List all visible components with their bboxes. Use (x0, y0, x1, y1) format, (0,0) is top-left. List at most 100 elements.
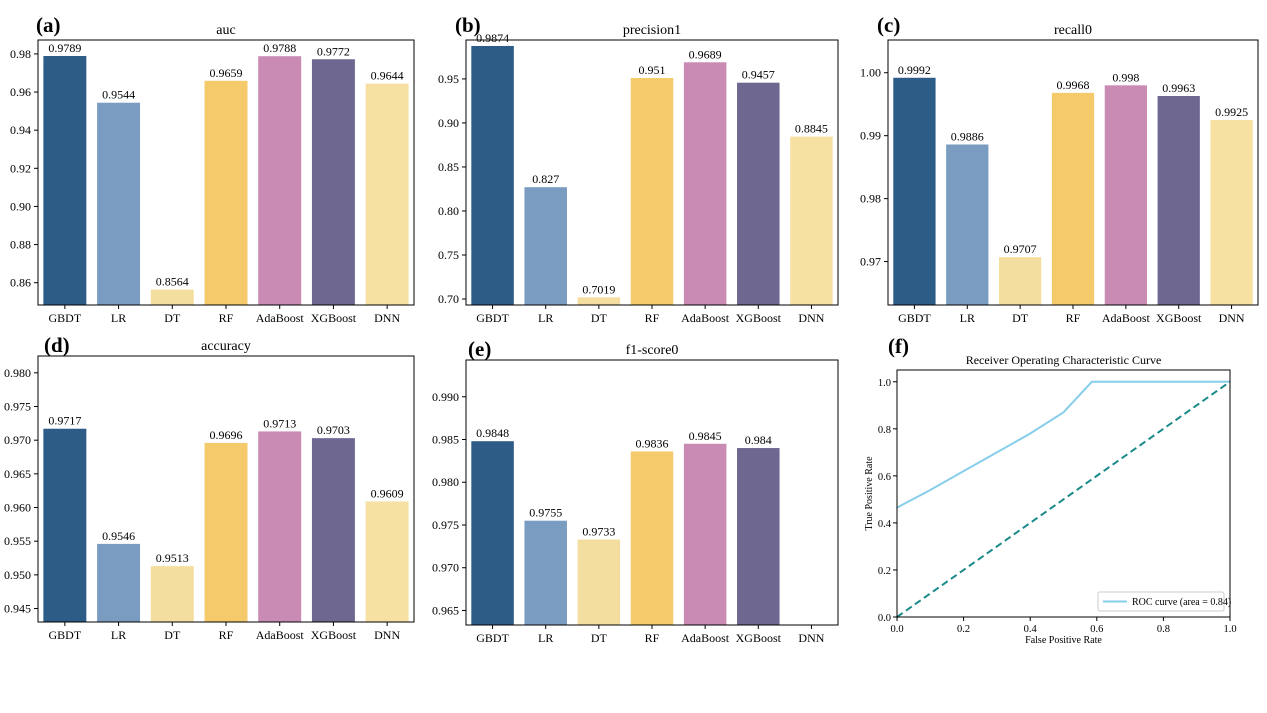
x-tick-label: DNN (374, 311, 400, 325)
data-label: 0.9713 (263, 416, 296, 430)
data-label: 0.9546 (102, 529, 135, 543)
y-axis-label: True Positive Rate (864, 456, 875, 531)
data-label: 0.9963 (1162, 81, 1195, 95)
y-tick-label: 0.985 (432, 433, 459, 447)
y-tick-label: 1.00 (860, 66, 881, 80)
data-label: 0.9755 (529, 506, 562, 520)
x-tick-label: DT (591, 311, 608, 325)
legend-box (1097, 591, 1225, 612)
panel-letter: (f) (888, 334, 909, 358)
x-tick-label: LR (960, 311, 975, 325)
chance-diagonal-line (896, 380, 1231, 618)
y-tick-label: 0.950 (4, 568, 31, 582)
chart-title: recall0 (1054, 23, 1092, 38)
data-label: 0.9789 (48, 41, 81, 55)
x-tick-label: GBDT (49, 311, 82, 325)
data-label: 0.9772 (317, 44, 350, 58)
y-tick-label: 0.980 (4, 366, 31, 380)
x-tick-label: RF (219, 628, 234, 642)
y-tick-label: 1.0 (878, 378, 891, 389)
data-label: 0.9848 (476, 426, 509, 440)
y-tick-label: 0.8 (878, 425, 891, 436)
y-tick-label: 0.96 (10, 85, 31, 99)
data-label: 0.8564 (156, 275, 189, 289)
bar-dt (150, 566, 194, 622)
panel-2: (c) recall0 0.9992 GBDT 0.9886 LR 0.9707 DT 0.99… (860, 13, 1259, 325)
plot-frame (37, 39, 415, 306)
data-label: 0.7019 (582, 282, 615, 296)
bar-rf (204, 442, 248, 622)
x-tick-label: DT (164, 311, 181, 325)
chart-title: f1-score0 (626, 343, 679, 358)
bar-dnn (1210, 119, 1253, 306)
x-tick-label: LR (111, 628, 126, 642)
roc-curve-line (896, 380, 1230, 509)
x-tick-label: AdaBoost (681, 631, 730, 645)
panel-4: (e) f1-score0 0.9848 GBDT 0.9755 LR 0.9733 DT 0.… (432, 337, 839, 645)
bar-rf (204, 80, 248, 306)
data-label: 0.9513 (156, 551, 189, 565)
bar-gbdt (43, 428, 87, 622)
y-tick-label: 0.945 (4, 602, 31, 616)
y-tick-label: 0.960 (4, 501, 31, 515)
x-tick-label: AdaBoost (256, 311, 305, 325)
plot-frame (465, 39, 839, 306)
bar-adaboost (683, 443, 727, 625)
x-tick-label: 0.0 (890, 624, 903, 635)
chart-title: Receiver Operating Characteristic Curve (966, 353, 1162, 367)
x-tick-label: 0.6 (1090, 624, 1103, 635)
bar-rf (630, 78, 674, 305)
bar-dnn (790, 136, 833, 305)
chart-title: precision1 (623, 23, 681, 38)
x-tick-label: LR (111, 311, 126, 325)
data-label: 0.9886 (951, 129, 984, 143)
y-tick-label: 0.965 (4, 467, 31, 481)
x-tick-label: DT (164, 628, 181, 642)
bar-dnn (365, 83, 409, 306)
bar-gbdt (471, 441, 514, 625)
data-label: 0.9992 (898, 63, 931, 77)
data-label: 0.9457 (742, 68, 775, 82)
bar-lr (97, 102, 141, 305)
x-axis-label: False Positive Rate (1025, 635, 1102, 646)
data-label: 0.9733 (582, 525, 615, 539)
x-tick-label: DT (591, 631, 608, 645)
x-tick-label: RF (645, 631, 660, 645)
panel-3: (d) accuracy 0.9717 GBDT 0.9546 LR 0.9513 DT 0.9… (4, 333, 415, 642)
bar-dnn (365, 501, 409, 622)
panel-letter: (d) (44, 333, 70, 357)
data-label: 0.9788 (263, 41, 296, 55)
panel-0: (a) auc 0.9789 GBDT 0.9544 LR 0.8564 DT 0.9659 RF… (10, 13, 415, 325)
y-tick-label: 0.990 (432, 390, 459, 404)
y-tick-label: 0.2 (878, 566, 891, 577)
y-tick-label: 0.4 (878, 519, 892, 530)
bar-xgboost (737, 448, 780, 625)
plot-frame (465, 359, 839, 626)
panel-letter: (b) (455, 13, 481, 37)
y-tick-label: 0.92 (10, 161, 31, 175)
x-tick-label: 1.0 (1223, 624, 1236, 635)
y-tick-label: 0.90 (438, 116, 459, 130)
bar-rf (1051, 92, 1095, 305)
y-tick-label: 0.97 (860, 255, 881, 269)
x-tick-label: XGBoost (736, 311, 782, 325)
y-tick-label: 0.85 (438, 160, 459, 174)
data-label: 0.9845 (689, 429, 722, 443)
panel-letter: (a) (36, 13, 61, 37)
legend: ROC curve (area = 0.84) (1097, 591, 1231, 612)
data-label: 0.984 (745, 433, 772, 447)
x-tick-label: GBDT (49, 628, 82, 642)
bar-adaboost (258, 56, 302, 306)
bar-xgboost (311, 438, 355, 622)
x-tick-label: DNN (798, 631, 824, 645)
x-tick-label: AdaBoost (1102, 311, 1151, 325)
legend-label: ROC curve (area = 0.84) (1132, 597, 1231, 608)
x-tick-label: XGBoost (311, 311, 357, 325)
plot-frame (37, 355, 415, 623)
y-tick-label: 0.98 (860, 192, 881, 206)
bar-xgboost (737, 82, 780, 305)
y-tick-label: 0.86 (10, 276, 31, 290)
y-tick-label: 0.98 (10, 47, 31, 61)
y-tick-label: 0.955 (4, 534, 31, 548)
data-label: 0.9609 (371, 486, 404, 500)
